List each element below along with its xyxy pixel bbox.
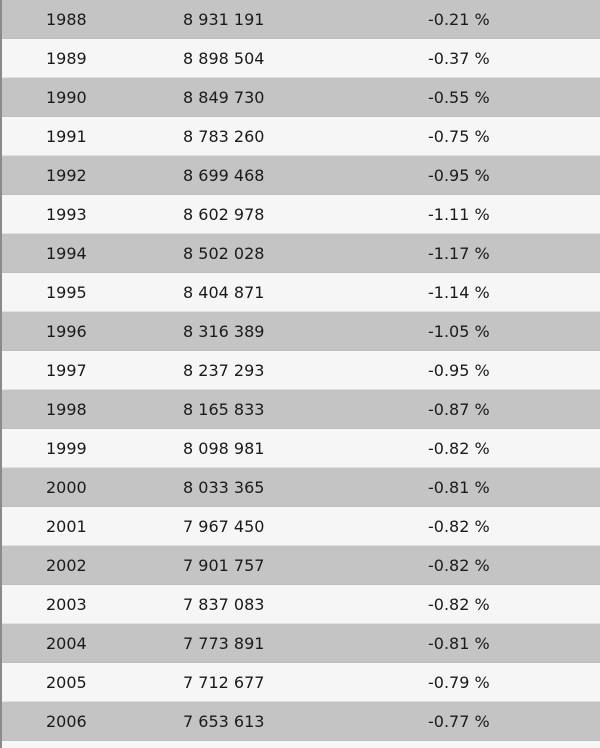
year-cell: 1988 (46, 10, 87, 29)
table-row: 1989 8 898 504 -0.37 % (2, 39, 600, 78)
population-cell: 7 712 677 (183, 673, 265, 692)
year-cell: 2003 (46, 595, 87, 614)
population-cell: 8 165 833 (183, 400, 265, 419)
population-cell: 8 502 028 (183, 244, 265, 263)
year-cell: 1992 (46, 166, 87, 185)
change-cell: -0.82 % (428, 595, 490, 614)
table-row: 2000 8 033 365 -0.81 % (2, 468, 600, 507)
table-row: 1991 8 783 260 -0.75 % (2, 117, 600, 156)
year-cell: 2006 (46, 712, 87, 731)
year-cell: 1995 (46, 283, 87, 302)
population-cell: 8 699 468 (183, 166, 265, 185)
year-cell: 2001 (46, 517, 87, 536)
population-cell: 8 602 978 (183, 205, 265, 224)
population-cell: 7 773 891 (183, 634, 265, 653)
population-cell: 8 033 365 (183, 478, 265, 497)
change-cell: -0.75 % (428, 127, 490, 146)
population-cell: 8 849 730 (183, 88, 265, 107)
year-cell: 1998 (46, 400, 87, 419)
population-cell: 7 653 613 (183, 712, 265, 731)
population-cell: 8 404 871 (183, 283, 265, 302)
change-cell: -0.21 % (428, 10, 490, 29)
population-cell: 8 783 260 (183, 127, 265, 146)
change-cell: -1.17 % (428, 244, 490, 263)
table-row: 1997 8 237 293 -0.95 % (2, 351, 600, 390)
population-cell: 8 098 981 (183, 439, 265, 458)
table-row: 2006 7 653 613 -0.77 % (2, 702, 600, 741)
table-row: 1992 8 699 468 -0.95 % (2, 156, 600, 195)
year-cell: 1990 (46, 88, 87, 107)
population-cell: 8 237 293 (183, 361, 265, 380)
table-row: 2004 7 773 891 -0.81 % (2, 624, 600, 663)
change-cell: -0.82 % (428, 517, 490, 536)
change-cell: -0.79 % (428, 673, 490, 692)
change-cell: -0.82 % (428, 556, 490, 575)
year-cell: 2000 (46, 478, 87, 497)
year-cell: 1993 (46, 205, 87, 224)
change-cell: -1.11 % (428, 205, 490, 224)
table-row: 1996 8 316 389 -1.05 % (2, 312, 600, 351)
year-cell: 1991 (46, 127, 87, 146)
change-cell: -0.87 % (428, 400, 490, 419)
year-cell: 2002 (46, 556, 87, 575)
change-cell: -0.55 % (428, 88, 490, 107)
table-row: 2001 7 967 450 -0.82 % (2, 507, 600, 546)
table-row: 1993 8 602 978 -1.11 % (2, 195, 600, 234)
table-row: 1995 8 404 871 -1.14 % (2, 273, 600, 312)
change-cell: -0.37 % (428, 49, 490, 68)
population-cell: 8 931 191 (183, 10, 265, 29)
change-cell: -0.82 % (428, 439, 490, 458)
change-cell: -1.14 % (428, 283, 490, 302)
change-cell: -0.81 % (428, 634, 490, 653)
year-cell: 1996 (46, 322, 87, 341)
change-cell: -0.95 % (428, 361, 490, 380)
year-cell: 2005 (46, 673, 87, 692)
population-cell: 7 837 083 (183, 595, 265, 614)
population-cell: 8 898 504 (183, 49, 265, 68)
table-row-partial (2, 741, 600, 748)
table-row: 1988 8 931 191 -0.21 % (2, 0, 600, 39)
table-row: 1998 8 165 833 -0.87 % (2, 390, 600, 429)
change-cell: -0.95 % (428, 166, 490, 185)
year-cell: 1997 (46, 361, 87, 380)
population-cell: 7 901 757 (183, 556, 265, 575)
table-row: 1990 8 849 730 -0.55 % (2, 78, 600, 117)
year-cell: 1994 (46, 244, 87, 263)
year-cell: 1999 (46, 439, 87, 458)
change-cell: -0.81 % (428, 478, 490, 497)
year-cell: 2004 (46, 634, 87, 653)
population-cell: 7 967 450 (183, 517, 265, 536)
table-row: 1994 8 502 028 -1.17 % (2, 234, 600, 273)
population-cell: 8 316 389 (183, 322, 265, 341)
table-row: 2002 7 901 757 -0.82 % (2, 546, 600, 585)
table-row: 2003 7 837 083 -0.82 % (2, 585, 600, 624)
table-row: 1999 8 098 981 -0.82 % (2, 429, 600, 468)
year-cell: 1989 (46, 49, 87, 68)
change-cell: -1.05 % (428, 322, 490, 341)
change-cell: -0.77 % (428, 712, 490, 731)
table-row: 2005 7 712 677 -0.79 % (2, 663, 600, 702)
